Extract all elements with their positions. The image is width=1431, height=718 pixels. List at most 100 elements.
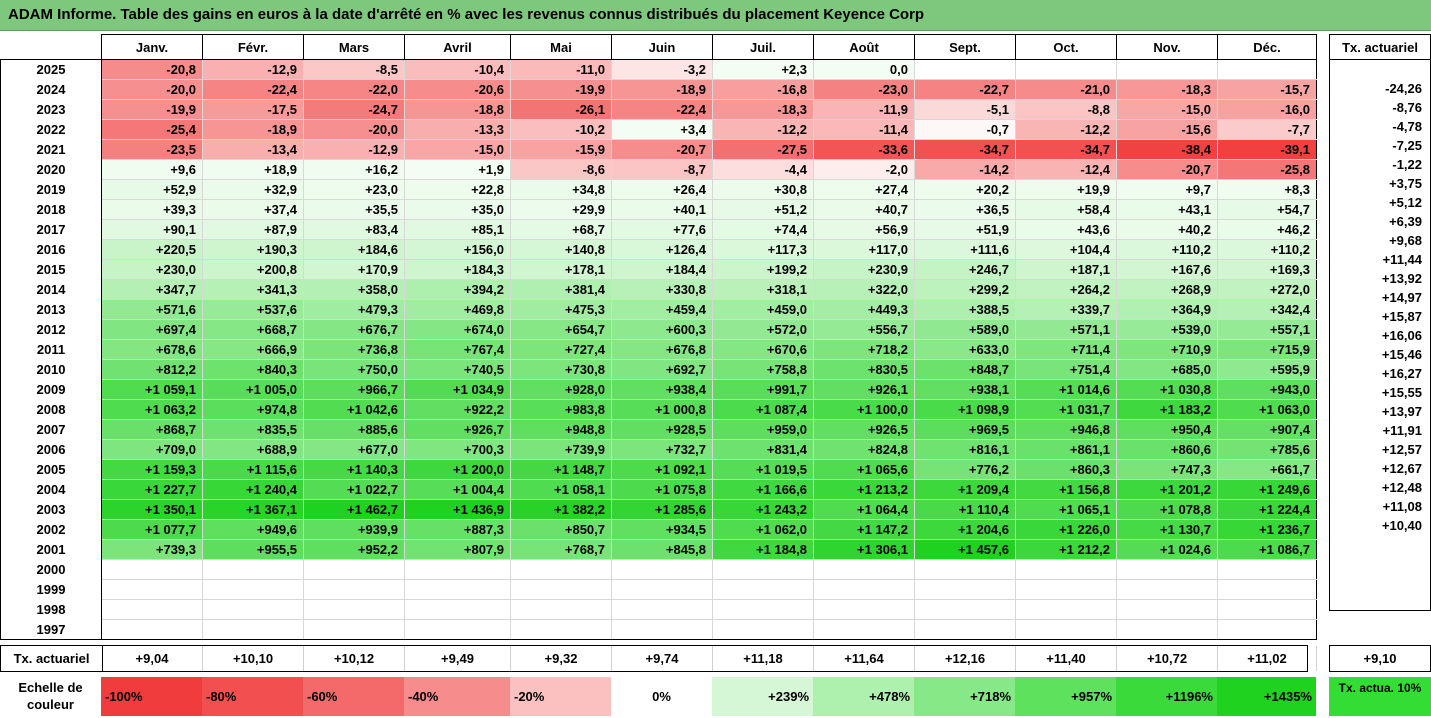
heatmap-cell: -20,7: [1116, 159, 1218, 180]
heatmap-cell: +246,7: [914, 259, 1016, 280]
heatmap-cell: +449,3: [813, 299, 915, 320]
heatmap-cell: -26,1: [510, 99, 612, 120]
heatmap-cell: +1 078,8: [1116, 499, 1218, 520]
heatmap-cell: +381,4: [510, 279, 612, 300]
table-row: 2018 +39,3 +37,4 +35,5 +35,0 +29,9 +40,1 +51,2 +…: [0, 199, 1317, 220]
heatmap-cell: +750,0: [303, 359, 405, 380]
table-row: 2000: [0, 559, 1317, 580]
heatmap-cell: [303, 619, 405, 640]
heatmap-cell: +1 058,1: [510, 479, 612, 500]
heatmap-cell: +1 065,6: [813, 459, 915, 480]
heatmap-cell: +928,0: [510, 379, 612, 400]
heatmap-cell: [404, 579, 511, 600]
heatmap-cell: +1 382,2: [510, 499, 612, 520]
tx-total: +9,10: [1329, 645, 1431, 672]
heatmap-cell: +469,8: [404, 299, 511, 320]
heatmap-cell: +40,2: [1116, 219, 1218, 240]
month-header: Août: [813, 34, 915, 60]
heatmap-cell: [914, 59, 1016, 80]
heatmap-cell: +40,1: [611, 199, 713, 220]
heatmap-cell: [1116, 599, 1218, 620]
scale-swatch: -80%: [202, 677, 303, 716]
heatmap-cell: +1 092,1: [611, 459, 713, 480]
heatmap-cell: -0,7: [914, 119, 1016, 140]
heatmap-cell: +52,9: [101, 179, 203, 200]
year-label: 2012: [0, 319, 102, 340]
heatmap-cell: +43,1: [1116, 199, 1218, 220]
scale-swatch: +1435%: [1217, 677, 1316, 716]
heatmap-cell: -20,8: [101, 59, 203, 80]
heatmap-cell: +926,7: [404, 419, 511, 440]
heatmap-cell: +739,3: [101, 539, 203, 560]
heatmap-cell: +887,3: [404, 519, 511, 540]
heatmap-cell: +74,4: [712, 219, 814, 240]
heatmap-cell: +983,8: [510, 399, 612, 420]
tx-value: -4,78: [1329, 116, 1431, 136]
heatmap-cell: [1015, 579, 1117, 600]
heatmap-cell: +1 350,1: [101, 499, 203, 520]
heatmap-cell: +1 063,2: [101, 399, 203, 420]
heatmap-cell: +200,8: [202, 259, 304, 280]
heatmap-cell: +126,4: [611, 239, 713, 260]
heatmap-cell: +1 249,6: [1217, 479, 1317, 500]
heatmap-cell: +816,1: [914, 439, 1016, 460]
heatmap-cell: +322,0: [813, 279, 915, 300]
heatmap-cell: +1 100,0: [813, 399, 915, 420]
heatmap-cell: +571,1: [1015, 319, 1117, 340]
heatmap-cell: [611, 599, 713, 620]
heatmap-cell: +830,5: [813, 359, 915, 380]
tx-value: [1329, 553, 1431, 573]
heatmap-cell: +688,9: [202, 439, 304, 460]
heatmap-cell: +991,7: [712, 379, 814, 400]
heatmap-cell: +727,4: [510, 339, 612, 360]
heatmap-cell: +1 024,6: [1116, 539, 1218, 560]
heatmap-cell: +37,4: [202, 199, 304, 220]
heatmap-cell: -20,6: [404, 79, 511, 100]
year-label: 2025: [0, 59, 102, 80]
heatmap-cell: +110,2: [1217, 239, 1317, 260]
heatmap-cell: -17,5: [202, 99, 304, 120]
year-label: 2005: [0, 459, 102, 480]
month-header: Janv.: [101, 34, 203, 60]
heatmap-cell: -18,8: [404, 99, 511, 120]
tx-value: +11,44: [1329, 249, 1431, 269]
tx-value: +10,40: [1329, 515, 1431, 535]
heatmap-cell: +341,3: [202, 279, 304, 300]
table-row: 2015 +230,0 +200,8 +170,9 +184,3 +178,1 +184,4…: [0, 259, 1317, 280]
heatmap-cell: -15,9: [510, 139, 612, 160]
heatmap-cell: +394,2: [404, 279, 511, 300]
heatmap-cell: +840,3: [202, 359, 304, 380]
table-row: 2008 +1 063,2 +974,8 +1 042,6 +922,2 +983,8 +1…: [0, 399, 1317, 420]
table-row: 2010 +812,2 +840,3 +750,0 +740,5 +730,8 +692,7…: [0, 359, 1317, 380]
heatmap-cell: -16,8: [712, 79, 814, 100]
heatmap-cell: +556,7: [813, 319, 915, 340]
scale-swatch: +239%: [712, 677, 813, 716]
heatmap-cell: +571,6: [101, 299, 203, 320]
title-bar: ADAM Informe. Table des gains en euros à…: [0, 0, 1431, 31]
heatmap-cell: +1 004,4: [404, 479, 511, 500]
heatmap-cell: +785,6: [1217, 439, 1317, 460]
year-label: 2017: [0, 219, 102, 240]
heatmap-cell: +595,9: [1217, 359, 1317, 380]
heatmap-cell: [404, 599, 511, 620]
month-header: Mars: [303, 34, 405, 60]
heatmap-cell: +2,3: [712, 59, 814, 80]
heatmap-cell: -12,4: [1015, 159, 1117, 180]
year-label: 2020: [0, 159, 102, 180]
table-row: 2012 +697,4 +668,7 +676,7 +674,0 +654,7 +600,3…: [0, 319, 1317, 340]
heatmap-cell: +676,7: [303, 319, 405, 340]
heatmap-cell: +654,7: [510, 319, 612, 340]
tx-value: +16,06: [1329, 325, 1431, 345]
heatmap-cell: +51,9: [914, 219, 1016, 240]
heatmap-cell: -22,0: [303, 79, 405, 100]
heatmap-cell: +922,2: [404, 399, 511, 420]
heatmap-cell: +711,4: [1015, 339, 1117, 360]
heatmap-cell: +1 212,2: [1015, 539, 1117, 560]
heatmap-cell: +272,0: [1217, 279, 1317, 300]
heatmap-cell: +342,4: [1217, 299, 1317, 320]
heatmap-cell: +767,4: [404, 339, 511, 360]
heatmap-cell: +268,9: [1116, 279, 1218, 300]
table-row: 2004 +1 227,7 +1 240,4 +1 022,7 +1 004,4 +1 0…: [0, 479, 1317, 500]
heatmap-cell: -8,8: [1015, 99, 1117, 120]
heatmap-cell: +1 306,1: [813, 539, 915, 560]
